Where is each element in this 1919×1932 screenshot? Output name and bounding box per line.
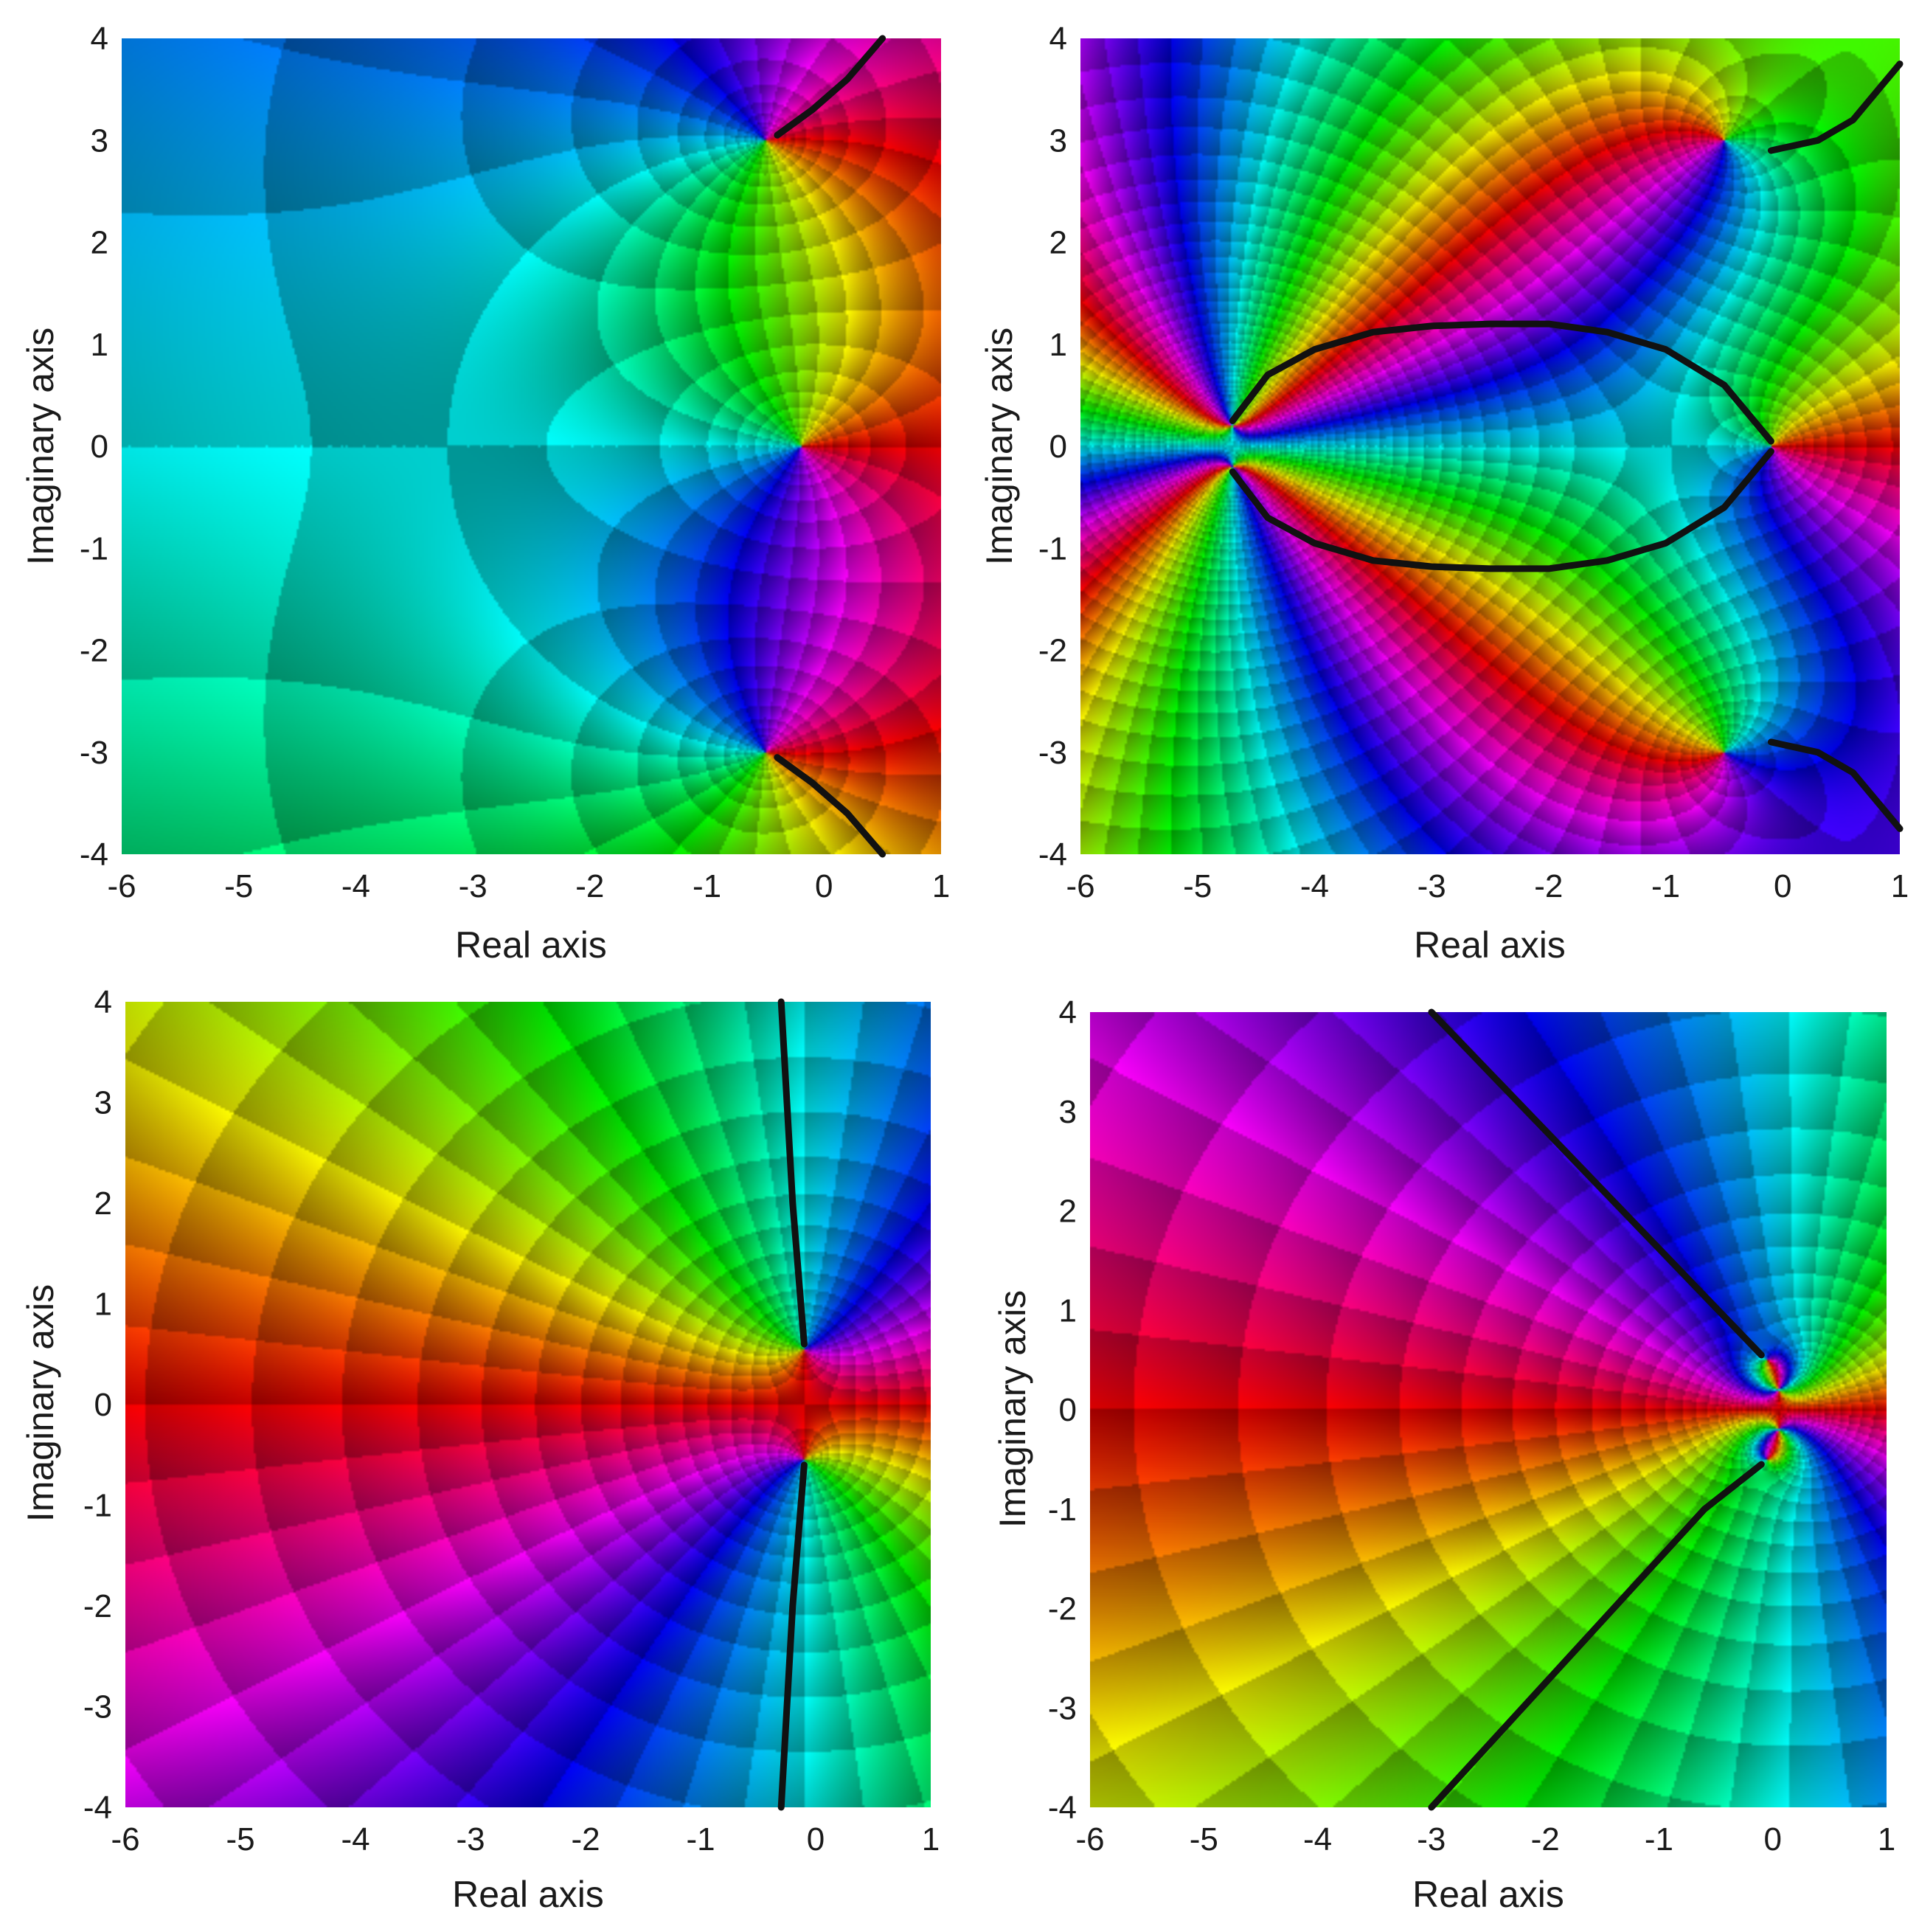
x-tick-label: -2	[571, 1821, 600, 1857]
x-tick-label: 0	[815, 868, 833, 904]
x-axis-label-2: Real axis	[1414, 924, 1566, 966]
y-tick-label: -3	[1048, 1690, 1077, 1726]
y-tick-label: 4	[1049, 21, 1067, 57]
x-tick-label: -5	[226, 1821, 254, 1857]
x-tick-label: -6	[1075, 1821, 1104, 1857]
y-tick-label: -2	[1048, 1591, 1077, 1627]
y-axis-label-3: Imaginary axis	[20, 1284, 61, 1522]
locus-curve-2-2	[1229, 448, 1774, 572]
locus-curve-4-2	[1701, 1461, 1765, 1513]
x-tick-label: -3	[459, 868, 487, 904]
x-tick-label: -5	[1190, 1821, 1218, 1857]
y-tick-label: 1	[1059, 1292, 1077, 1329]
y-tick-label: 3	[94, 1085, 112, 1121]
x-tick-label: -1	[686, 1821, 715, 1857]
x-tick-label: 1	[1878, 1821, 1895, 1857]
x-tick-label: -2	[1534, 868, 1563, 904]
x-tick-label: -3	[1417, 1821, 1446, 1857]
x-axis-label-3: Real axis	[452, 1874, 604, 1915]
locus-curve-2-3	[1767, 60, 1904, 154]
x-tick-label: -5	[224, 868, 253, 904]
locus-curve-3-2	[777, 1461, 808, 1811]
plot-panel-1: Real axis Imaginary axis -6 -5 -4 -3 -2 -1 0 1 -…	[20, 21, 950, 966]
x-tick-label: -3	[1417, 868, 1446, 904]
y-tick-label: 1	[1049, 327, 1067, 363]
x-tick-label: -1	[1651, 868, 1680, 904]
y-tick-label: 1	[94, 1287, 112, 1323]
plot-panel-4: Real axis Imaginary axis -6 -5 -4 -3 -2 -1 0 1 -…	[992, 994, 1895, 1915]
y-tick-label: 0	[94, 1387, 112, 1423]
x-tick-label: -1	[1645, 1821, 1673, 1857]
x-tick-label: -4	[341, 868, 370, 904]
y-tick-label: 2	[1059, 1194, 1077, 1230]
x-tick-label: -2	[1531, 1821, 1560, 1857]
x-tick-label: 1	[932, 868, 950, 904]
y-tick-label: 1	[91, 327, 108, 363]
y-tick-label: -4	[1038, 837, 1067, 873]
x-tick-label: 1	[1891, 868, 1909, 904]
y-tick-label: -4	[80, 837, 108, 873]
y-tick-label: 0	[1049, 429, 1067, 465]
locus-curve-2-1	[1229, 320, 1774, 445]
y-tick-label: 4	[1059, 994, 1077, 1031]
y-tick-label: -3	[1038, 735, 1067, 771]
locus-curve-4-1	[1428, 1008, 1765, 1359]
y-tick-label: -4	[83, 1790, 112, 1826]
phase-portrait-2	[1080, 38, 1900, 854]
x-tick-label: -6	[1066, 868, 1094, 904]
locus-curve-3-1	[777, 998, 808, 1348]
y-tick-label: 2	[91, 225, 108, 261]
y-tick-label: -3	[80, 735, 108, 771]
x-tick-label: -5	[1183, 868, 1212, 904]
y-tick-label: -1	[80, 530, 108, 567]
y-tick-label: -1	[1038, 530, 1067, 567]
x-axis-label-1: Real axis	[455, 924, 607, 966]
y-tick-label: 3	[91, 122, 108, 159]
y-axis-label-1: Imaginary axis	[20, 328, 61, 565]
plot-panel-3: Real axis Imaginary axis -6 -5 -4 -3 -2 -1 0 1 -…	[20, 984, 940, 1915]
phase-portrait-1	[122, 38, 941, 854]
x-tick-label: -3	[456, 1821, 485, 1857]
y-tick-label: -1	[83, 1488, 112, 1524]
x-tick-label: -6	[111, 1821, 139, 1857]
y-tick-label: -1	[1048, 1492, 1077, 1528]
locus-curve-2-4	[1767, 738, 1904, 832]
x-tick-label: -6	[107, 868, 136, 904]
y-tick-label: 0	[91, 429, 108, 465]
y-tick-label: -2	[80, 633, 108, 669]
y-tick-label: 4	[91, 21, 108, 57]
locus-curve-1-2	[774, 754, 886, 858]
x-tick-label: -4	[341, 1821, 369, 1857]
y-tick-label: -2	[83, 1588, 112, 1624]
y-tick-label: 2	[1049, 225, 1067, 261]
x-tick-label: -4	[1303, 1821, 1332, 1857]
y-tick-label: -4	[1048, 1790, 1077, 1826]
y-tick-label: 4	[94, 984, 112, 1020]
x-tick-label: 0	[1763, 1821, 1781, 1857]
locus-curve-1-1	[774, 35, 886, 139]
phase-portrait-3	[125, 1002, 931, 1807]
y-tick-label: 0	[1059, 1392, 1077, 1428]
x-tick-label: -4	[1300, 868, 1329, 904]
y-tick-label: 2	[94, 1185, 112, 1222]
x-tick-label: 0	[807, 1821, 825, 1857]
x-axis-label-4: Real axis	[1412, 1874, 1564, 1915]
phase-portrait-4	[1090, 1012, 1887, 1807]
y-tick-label: 3	[1059, 1094, 1077, 1130]
x-tick-label: -1	[693, 868, 721, 904]
locus-curve-4-3	[1428, 1506, 1708, 1811]
x-tick-label: 0	[1774, 868, 1791, 904]
x-tick-label: 1	[922, 1821, 940, 1857]
y-tick-label: -3	[83, 1689, 112, 1725]
plot-panel-2: Real axis Imaginary axis -6 -5 -4 -3 -2 -1 0 1 -…	[979, 21, 1909, 966]
y-tick-label: 3	[1049, 122, 1067, 159]
y-axis-label-2: Imaginary axis	[979, 328, 1020, 565]
y-tick-label: -2	[1038, 633, 1067, 669]
x-tick-label: -2	[575, 868, 604, 904]
y-axis-label-4: Imaginary axis	[992, 1290, 1033, 1528]
